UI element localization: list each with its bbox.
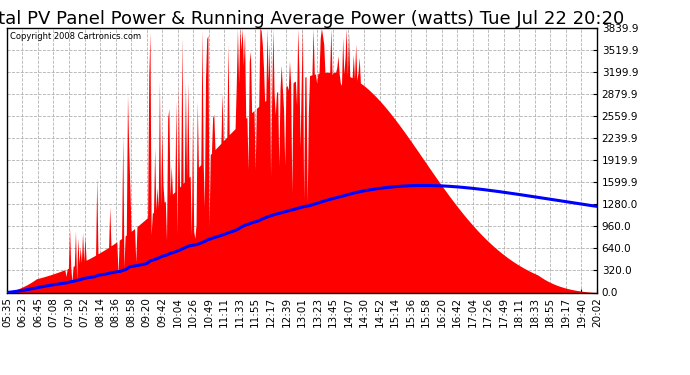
Title: Total PV Panel Power & Running Average Power (watts) Tue Jul 22 20:20: Total PV Panel Power & Running Average P… (0, 10, 624, 28)
Text: Copyright 2008 Cartronics.com: Copyright 2008 Cartronics.com (10, 32, 141, 41)
